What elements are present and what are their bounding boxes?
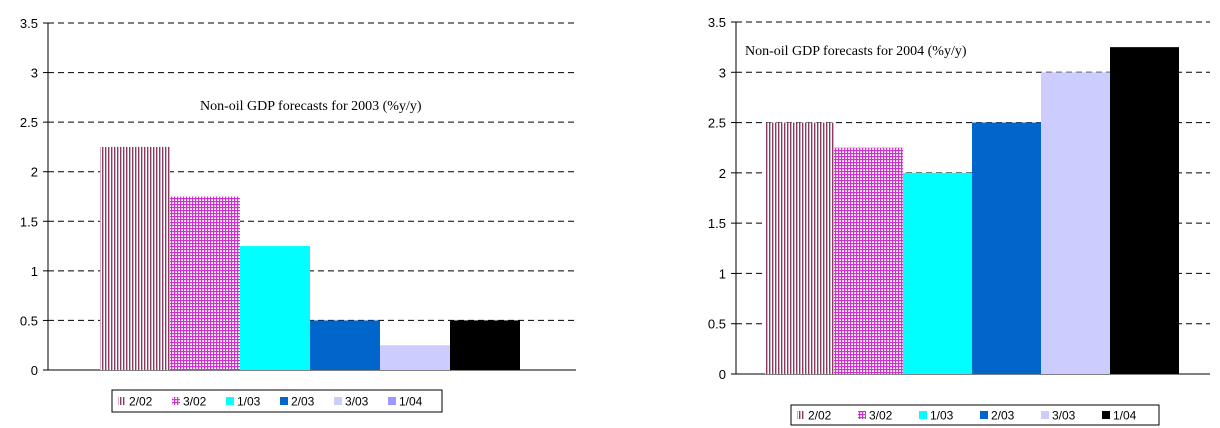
y-tick-label: 2 — [719, 166, 726, 181]
legend-label: 2/02 — [129, 395, 153, 409]
bar-2-03 — [972, 122, 1041, 374]
y-tick-label: 2.5 — [708, 116, 726, 131]
legend-label: 2/02 — [808, 409, 832, 423]
chart-2003: 0 0.5 1 1.5 2 2.5 3 3.5 Non-oil GDP forecasts fo… — [20, 16, 576, 413]
legend: 2/02 3/02 1/03 2/03 3/03 1/04 — [790, 404, 1160, 426]
bar-1-03 — [240, 246, 310, 370]
y-tick-label: 0.5 — [20, 313, 38, 328]
legend-swatch — [797, 411, 805, 419]
legend-swatch — [334, 397, 342, 405]
legend-label: 3/02 — [183, 395, 207, 409]
y-tick-label: 1.5 — [708, 216, 726, 231]
y-tick-label: 0.5 — [708, 317, 726, 332]
legend-label: 1/04 — [1113, 409, 1137, 423]
chart-title: Non-oil GDP forecasts for 2004 (%y/y) — [745, 44, 967, 59]
chart-panel-2003: 0 0.5 1 1.5 2 2.5 3 3.5 Non-oil GDP forecasts fo… — [0, 0, 600, 428]
legend-swatch — [118, 397, 126, 405]
bar-3-03 — [380, 345, 450, 370]
bar-2-02 — [100, 146, 170, 370]
chart-title: Non-oil GDP forecasts for 2003 (%y/y) — [200, 99, 422, 114]
y-tick-label: 3.5 — [708, 15, 726, 30]
bar-3-03 — [1041, 72, 1110, 375]
y-tick-label: 2 — [31, 165, 38, 180]
chart-panel-2004: 0 0.5 1 1.5 2 2.5 3 3.5 Non-oil GDP forecasts fo… — [610, 0, 1220, 428]
y-tick-label: 1 — [719, 266, 726, 281]
legend-swatch — [980, 411, 988, 419]
legend-label: 2/03 — [991, 409, 1015, 423]
y-tick-label: 2.5 — [20, 115, 38, 130]
chart-2004: 0 0.5 1 1.5 2 2.5 3 3.5 Non-oil GDP forecasts fo… — [708, 15, 1210, 426]
bar-2-02 — [765, 122, 834, 374]
y-tick-label: 3.5 — [20, 16, 38, 31]
legend-swatch — [1041, 411, 1049, 419]
y-tick-label: 1 — [31, 264, 38, 279]
y-tick-label: 1.5 — [20, 214, 38, 229]
legend-label: 1/03 — [237, 395, 261, 409]
legend-label: 3/02 — [869, 409, 893, 423]
legend-swatch — [1102, 411, 1110, 419]
legend-label: 1/04 — [399, 395, 423, 409]
y-tick-label: 0 — [31, 363, 38, 378]
y-tick-label: 3 — [31, 66, 38, 81]
bar-3-02 — [834, 147, 903, 374]
legend-swatch — [388, 397, 396, 405]
bar-1-04 — [1110, 47, 1179, 375]
legend-label: 3/03 — [1052, 409, 1076, 423]
bar-1-04 — [450, 320, 520, 370]
legend-label: 1/03 — [930, 409, 954, 423]
y-tick-label: 0 — [719, 367, 726, 382]
legend: 2/02 3/02 1/03 2/03 3/03 1/04 — [111, 389, 443, 413]
bar-2-03 — [310, 320, 380, 370]
y-tick-label: 3 — [719, 65, 726, 80]
legend-swatch — [858, 411, 866, 419]
legend-label: 3/03 — [345, 395, 369, 409]
legend-swatch — [919, 411, 927, 419]
gridlines — [48, 22, 576, 321]
bar-3-02 — [170, 196, 240, 370]
bar-1-03 — [903, 172, 972, 374]
legend-label: 2/03 — [291, 395, 315, 409]
legend-swatch — [226, 397, 234, 405]
legend-swatch — [172, 397, 180, 405]
legend-swatch — [280, 397, 288, 405]
